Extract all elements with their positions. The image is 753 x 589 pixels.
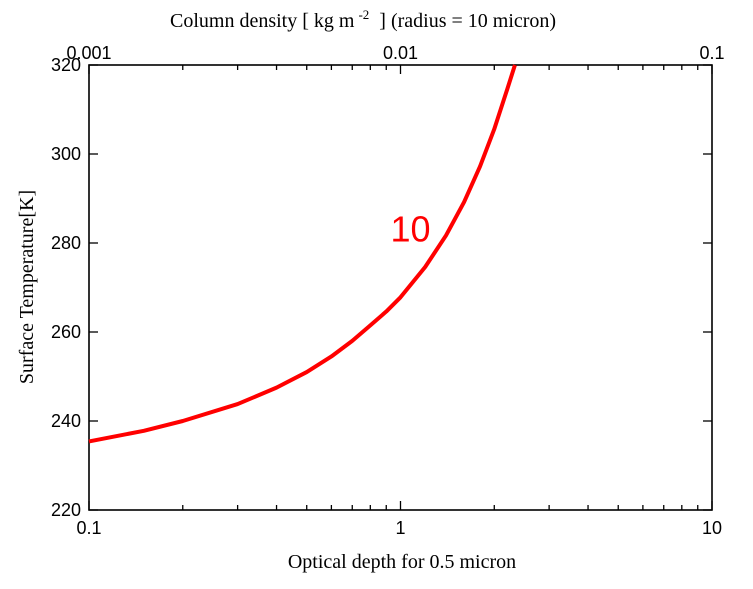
top-axis-title-tail: ] (radius = 10 micron): [379, 10, 556, 32]
top-axis-title-main: Column density [ kg m: [170, 10, 355, 32]
top-tick-label: 0.01: [383, 43, 418, 63]
y-tick-label: 280: [51, 233, 81, 253]
x-tick-label: 1: [395, 518, 405, 538]
top-axis-title-superscript: -2: [358, 7, 369, 22]
top-axis-title: Column density [ kg m -2 ] (radius = 10 mi…: [170, 7, 556, 32]
x-tick-label: 10: [702, 518, 722, 538]
tick-marks: [88, 64, 713, 511]
x-tick-label: 0.1: [76, 518, 101, 538]
curve-annotation-label: 10: [390, 209, 430, 250]
top-tick-label: 0.001: [66, 43, 111, 63]
top-tick-label: 0.1: [699, 43, 724, 63]
x-axis-title: Optical depth for 0.5 micron: [288, 551, 516, 573]
y-tick-label: 300: [51, 144, 81, 164]
y-tick-label: 320: [51, 55, 81, 75]
plot-frame: [88, 64, 713, 511]
y-tick-label: 260: [51, 322, 81, 342]
temperature-curve-series: [88, 64, 517, 444]
y-axis-title: Surface Temperature[K]: [16, 190, 38, 384]
y-tick-label: 240: [51, 411, 81, 431]
y-tick-label: 220: [51, 500, 81, 520]
